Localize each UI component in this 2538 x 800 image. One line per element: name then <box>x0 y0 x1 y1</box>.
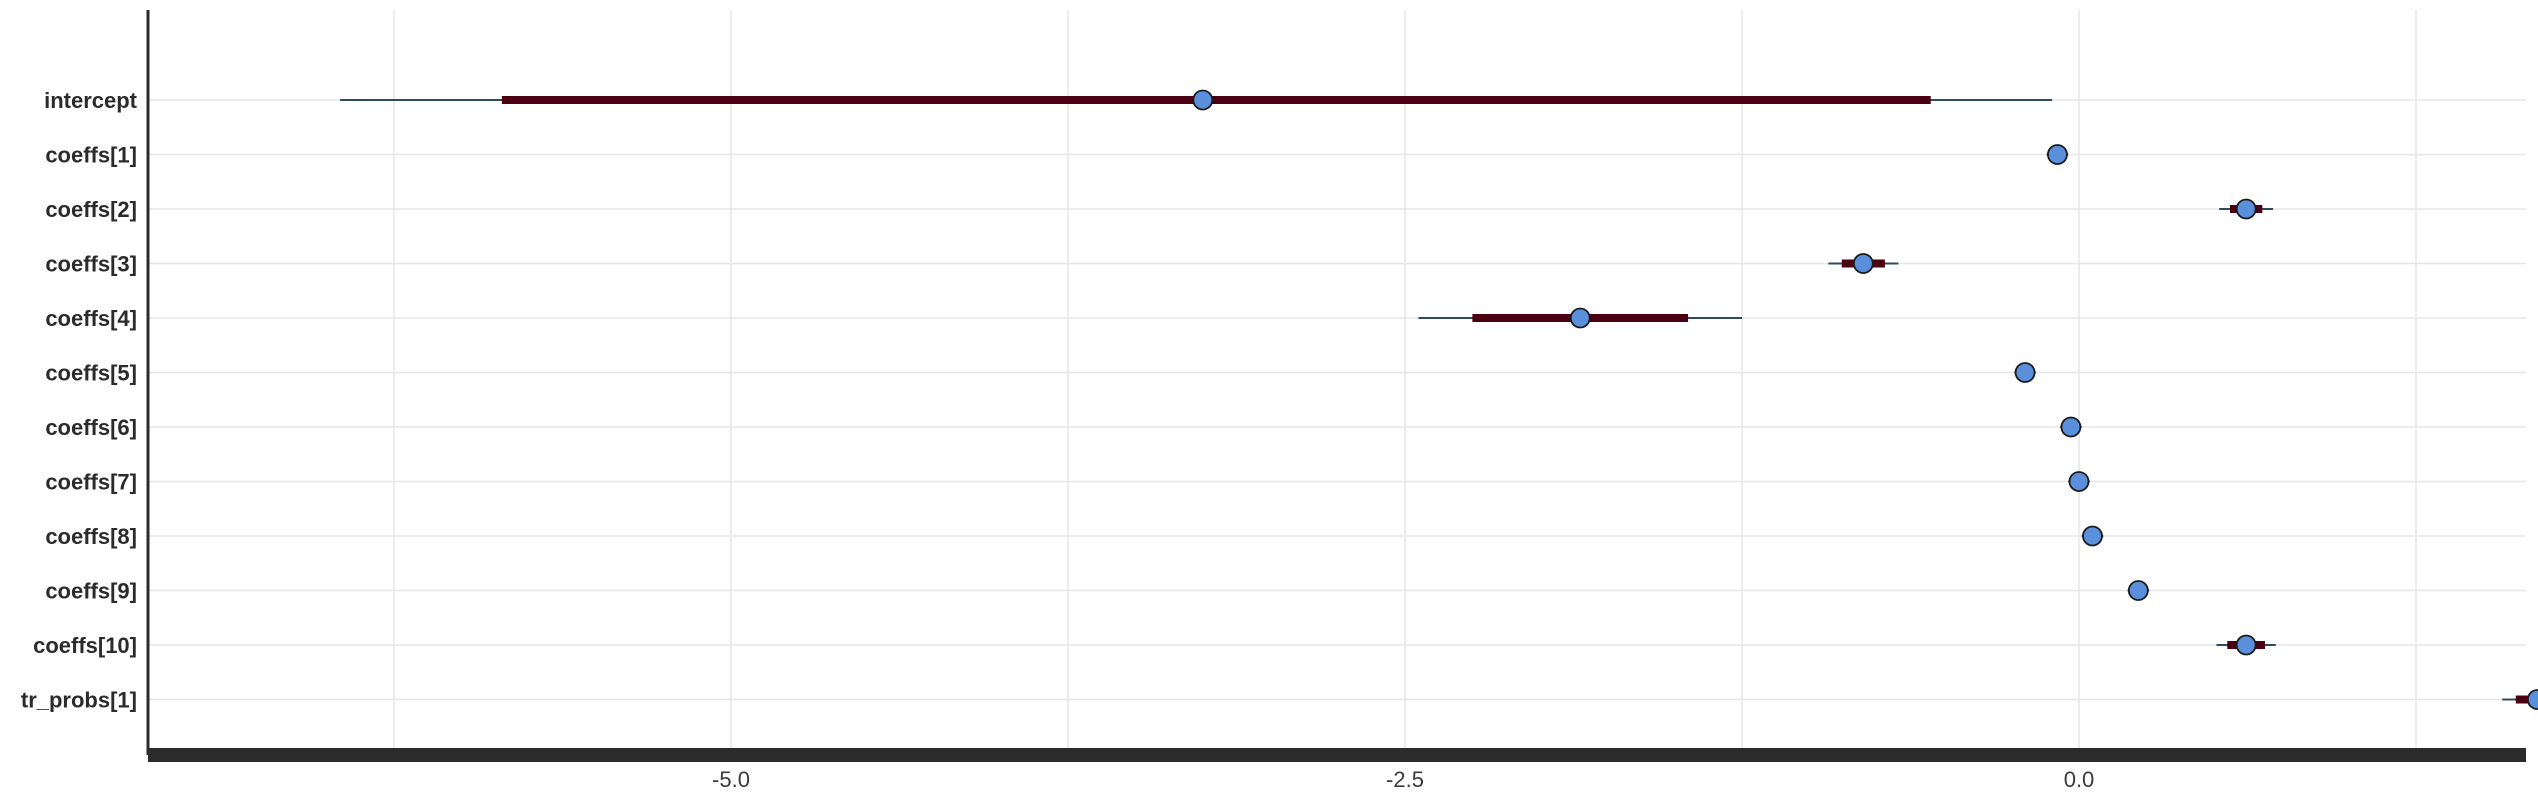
hdi-50-intervals <box>501 96 2538 704</box>
mean-point <box>1852 253 1874 274</box>
mean-point <box>2082 525 2103 547</box>
mean-point <box>2235 198 2257 220</box>
y-tick-label: coeffs[3] <box>45 252 137 277</box>
y-tick-label: coeffs[1] <box>45 143 137 168</box>
mean-point <box>2068 471 2090 492</box>
mean-point <box>2060 416 2082 438</box>
mean-point <box>2127 580 2149 601</box>
y-tick-label: coeffs[2] <box>45 197 137 222</box>
y-tick-label: coeffs[8] <box>45 524 137 549</box>
mean-point <box>2526 689 2538 710</box>
x-axis-bar <box>148 748 2526 762</box>
y-tick-label: coeffs[10] <box>33 633 137 658</box>
y-tick-label: coeffs[6] <box>45 415 137 440</box>
vertical-gridlines <box>393 10 2417 748</box>
y-tick-label: intercept <box>44 88 138 113</box>
y-tick-label: coeffs[7] <box>45 470 137 495</box>
mean-point <box>1192 89 1214 111</box>
mean-points <box>1192 89 2538 710</box>
y-tick-label: coeffs[9] <box>45 579 137 604</box>
y-tick-label: coeffs[5] <box>45 361 137 386</box>
mean-point <box>1569 307 1591 329</box>
y-tick-labels: intercept coeffs[1] coeffs[2] coeffs[3] coef… <box>21 88 138 713</box>
y-tick-label: tr_probs[1] <box>21 688 137 713</box>
y-tick-label: coeffs[4] <box>45 306 137 331</box>
horizontal-gridlines <box>148 99 2526 701</box>
x-tick-label: -2.5 <box>1386 767 1424 792</box>
x-tick-labels: -5.0 -2.5 0.0 <box>712 767 2094 792</box>
hdi-94-intervals <box>340 99 2538 701</box>
mean-point <box>2047 144 2068 165</box>
x-tick-label: -5.0 <box>712 767 750 792</box>
mean-point <box>2014 362 2036 383</box>
x-tick-label: 0.0 <box>2064 767 2095 792</box>
mean-point <box>2235 634 2257 656</box>
